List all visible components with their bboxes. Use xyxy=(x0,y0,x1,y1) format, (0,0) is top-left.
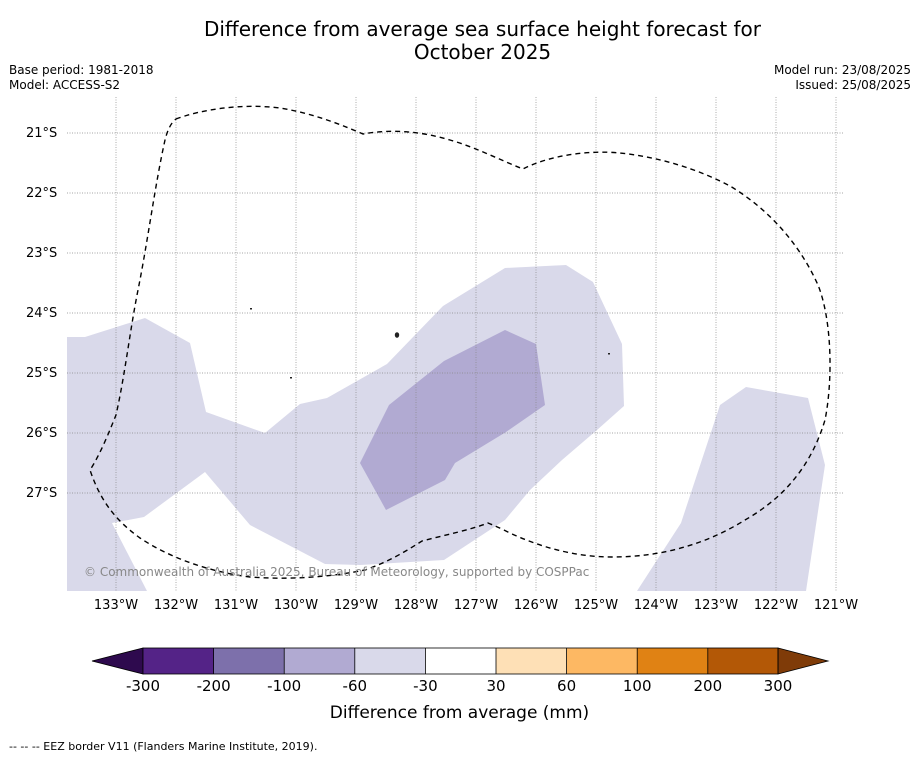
lon-label-130w: 130°W xyxy=(273,598,319,613)
colorbar-tick-minus300: -300 xyxy=(125,677,161,695)
lat-label-27s: 27°S xyxy=(26,486,58,501)
colorbar-segment-2 xyxy=(213,648,285,674)
eez-border xyxy=(89,105,831,579)
title-line-1: Difference from average sea surface heig… xyxy=(203,17,762,41)
lon-label-122w: 122°W xyxy=(753,598,799,613)
base-period-text: Base period: 1981-2018 xyxy=(9,63,154,77)
colorbar-segment-6 xyxy=(496,648,567,674)
title-line-2: October 2025 xyxy=(413,40,552,64)
lon-label-129w: 129°W xyxy=(333,598,379,613)
anomaly-region-medium xyxy=(360,330,545,510)
colorbar-tick-minus100: -100 xyxy=(267,677,302,695)
lon-label-123w: 123°W xyxy=(693,598,739,613)
colorbar-extend-right xyxy=(777,647,830,675)
colorbar-segment-1 xyxy=(143,648,214,674)
eez-footnote: -- -- -- EEZ border V11 (Flanders Marine… xyxy=(9,740,318,753)
colorbar-tick-minus200: -200 xyxy=(196,677,231,695)
colorbar-segment-7 xyxy=(566,648,638,674)
lon-label-124w: 124°W xyxy=(633,598,679,613)
lon-label-121w: 121°W xyxy=(813,598,859,613)
lat-label-23s: 23°S xyxy=(26,246,58,261)
lon-label-132w: 132°W xyxy=(153,598,199,613)
anomaly-fill-layer xyxy=(67,265,825,591)
colorbar-tick-minus60: -60 xyxy=(342,677,368,695)
colorbar-segment-4 xyxy=(354,648,426,674)
graticule xyxy=(67,97,843,591)
colorbar-tick-30: 30 xyxy=(486,677,506,695)
lon-label-128w: 128°W xyxy=(393,598,439,613)
colorbar-segment-5 xyxy=(425,648,496,674)
lat-label-24s: 24°S xyxy=(26,306,58,321)
colorbar-tick-200: 200 xyxy=(693,677,723,695)
colorbar-title: Difference from average (mm) xyxy=(329,703,590,723)
lat-label-21s: 21°S xyxy=(26,126,58,141)
lat-label-25s: 25°S xyxy=(26,366,58,381)
colorbar-segment-9 xyxy=(707,648,778,674)
meta-left: Base period: 1981-2018 Model: ACCESS-S2 xyxy=(9,63,154,93)
copyright-text: © Commonwealth of Australia 2025, Bureau… xyxy=(84,565,590,579)
lon-label-127w: 127°W xyxy=(453,598,499,613)
anomaly-region-light-east xyxy=(637,387,825,591)
island-markers xyxy=(250,308,610,379)
model-run-text: Model run: 23/08/2025 xyxy=(773,63,911,77)
colorbar-tick-minus30: -30 xyxy=(413,677,438,695)
colorbar-tick-60: 60 xyxy=(557,677,577,695)
anomaly-region-light-main xyxy=(67,265,624,591)
map-title: Difference from average sea surface heig… xyxy=(0,18,919,64)
issued-text: Issued: 25/08/2025 xyxy=(795,78,911,92)
meta-right: Model run: 23/08/2025 Issued: 25/08/2025 xyxy=(774,63,911,93)
lon-label-131w: 131°W xyxy=(213,598,259,613)
lon-label-126w: 126°W xyxy=(513,598,559,613)
lat-label-22s: 22°S xyxy=(26,186,58,201)
model-text: Model: ACCESS-S2 xyxy=(9,78,121,92)
colorbar-extend-left xyxy=(91,647,144,675)
colorbar-tick-100: 100 xyxy=(622,677,652,695)
colorbar xyxy=(91,647,830,675)
lon-label-125w: 125°W xyxy=(573,598,619,613)
colorbar-segment-3 xyxy=(284,648,355,674)
lon-label-133w: 133°W xyxy=(93,598,139,613)
colorbar-tick-300: 300 xyxy=(763,677,793,695)
colorbar-segment-8 xyxy=(637,648,708,674)
lat-label-26s: 26°S xyxy=(26,426,58,441)
